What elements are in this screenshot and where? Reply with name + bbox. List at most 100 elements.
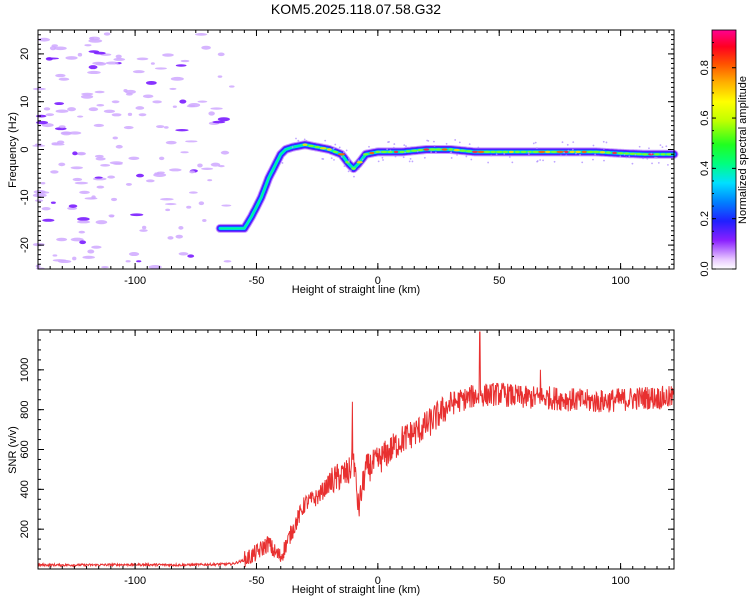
y-tick-label: 10: [19, 96, 31, 108]
ridge-hotspot: [569, 150, 575, 154]
ridge-speckle: [303, 138, 306, 141]
noise-blob: [186, 104, 196, 108]
ridge-hotspot: [592, 150, 600, 154]
ridge-hotspot: [417, 148, 424, 152]
ridge-speckle: [536, 160, 538, 163]
frequency-ridge: [215, 137, 679, 233]
ridge-hotspot: [302, 143, 308, 146]
ridge-speckle: [340, 155, 343, 158]
ridge-hotspot: [508, 150, 514, 154]
ridge-hotspot: [326, 148, 332, 151]
noise-blob: [189, 170, 195, 174]
noise-blob: [150, 62, 155, 65]
ridge-speckle: [657, 161, 660, 164]
ridge-speckle: [403, 144, 406, 146]
noise-blob: [210, 107, 223, 110]
ridge-speckle: [623, 153, 626, 156]
ridge-hotspot: [612, 151, 617, 155]
y-tick-label: 400: [19, 480, 31, 498]
ridge-hotspot: [605, 151, 612, 154]
ridge-hotspot: [332, 150, 338, 154]
ridge-hotspot: [599, 151, 606, 154]
noise-blob: [36, 191, 50, 194]
ridge-speckle: [651, 162, 653, 165]
noise-blob: [32, 87, 46, 91]
ridge-speckle: [435, 151, 437, 154]
noise-blob: [217, 52, 225, 57]
ridge-hotspot: [550, 150, 558, 154]
noise-blob: [42, 218, 55, 222]
ridge-speckle: [454, 139, 457, 141]
noise-blob: [32, 144, 46, 147]
noise-blob: [221, 204, 232, 207]
noise-blob: [41, 207, 51, 211]
noise-blob: [154, 67, 167, 70]
noise-blob: [123, 89, 128, 93]
ridge-speckle: [648, 147, 650, 150]
noise-blob: [94, 176, 103, 179]
ridge-hotspot: [314, 145, 320, 149]
noise-blob: [43, 107, 51, 111]
ridge-speckle: [281, 162, 284, 164]
noise-blob: [78, 230, 86, 234]
spectrogram-xlabel: Height of straight line (km): [292, 284, 420, 296]
ridge-hotspot: [556, 150, 564, 154]
ridge-speckle: [465, 155, 468, 158]
noise-blob: [180, 59, 190, 63]
noise-blob: [170, 76, 184, 81]
ridge-speckle: [330, 157, 333, 160]
noise-blob: [113, 162, 123, 165]
ridge-hotspot: [337, 153, 345, 156]
x-tick-label: -50: [249, 275, 265, 287]
ridge-hotspot: [532, 150, 540, 154]
ridge-speckle: [349, 169, 352, 172]
noise-blob: [197, 163, 203, 168]
noise-blob: [101, 265, 109, 269]
noise-blob: [207, 179, 213, 182]
snr-ticks: -100 -50 0 50 100 200 400 600 800 1000: [19, 329, 674, 587]
noise-blob: [67, 107, 76, 112]
snr-background: [38, 330, 674, 569]
x-tick-label: -100: [124, 575, 146, 587]
x-tick-label: 100: [611, 275, 629, 287]
ridge-hotspot: [654, 153, 660, 156]
x-tick-label: -50: [249, 575, 265, 587]
ridge-speckle: [560, 154, 562, 157]
ridge-speckle: [338, 146, 341, 149]
noise-blob: [113, 57, 126, 61]
noise-blob: [58, 162, 66, 167]
ridge-speckle: [654, 156, 656, 159]
noise-blob: [32, 193, 47, 198]
noise-blob: [217, 117, 230, 122]
colorbar-tick-label: 0.6: [699, 110, 711, 125]
y-tick-label: 600: [19, 440, 31, 458]
noise-blob: [201, 167, 214, 170]
noise-blob: [93, 51, 106, 55]
noise-blob: [145, 179, 155, 183]
x-tick-label: 0: [375, 575, 381, 587]
ridge-speckle: [342, 151, 345, 154]
ridge-speckle: [408, 160, 411, 163]
ridge-speckle: [379, 151, 382, 153]
ridge-speckle: [382, 159, 384, 161]
noise-blob: [77, 52, 83, 57]
noise-blob: [217, 75, 223, 78]
ridge-hotspot: [380, 150, 388, 154]
noise-blob: [68, 204, 78, 208]
ridge-speckle: [534, 141, 537, 144]
noise-blob: [188, 191, 198, 194]
noise-blob: [160, 198, 174, 201]
noise-blob: [54, 102, 65, 105]
ridge-speckle: [333, 158, 335, 161]
noise-blob: [202, 219, 207, 223]
noise-blob: [35, 114, 47, 118]
ridge-speckle: [572, 141, 575, 144]
ridge-hotspot: [623, 152, 630, 155]
noise-blob: [125, 260, 131, 263]
noise-blob: [95, 220, 108, 225]
snr-xlabel: Height of straight line (km): [292, 584, 420, 596]
ridge-speckle: [430, 151, 433, 153]
ridge-hotspot: [411, 149, 418, 152]
noise-blob: [210, 162, 221, 167]
